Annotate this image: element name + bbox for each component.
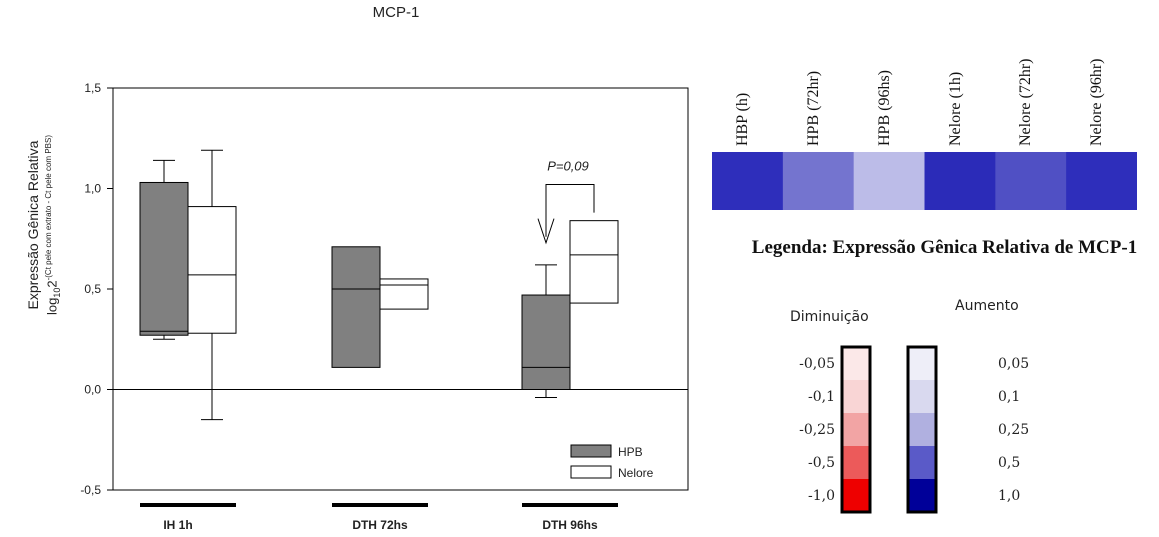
decrease-scale-label: -1,0	[808, 488, 835, 504]
box-nelore	[569, 220, 619, 304]
chart-title: MCP-1	[372, 4, 420, 21]
decrease-label: Diminuição	[790, 309, 869, 325]
box-hpb	[139, 181, 189, 336]
decrease-scale-label: -0,05	[799, 356, 835, 372]
box-hpb	[331, 246, 381, 368]
increase-scale-cell	[908, 347, 936, 380]
decrease-scale-label: -0,25	[799, 422, 835, 438]
decrease-scale-frame	[840, 345, 872, 514]
increase-scale-frame	[906, 345, 938, 514]
increase-scale-label: 0,25	[998, 422, 1030, 438]
box-hpb	[521, 294, 571, 390]
box-plot: -0,5 0,0 0,5 1,0 1,5 IH 1h DTH 72hs DTH 96hs P=0…	[80, 81, 689, 532]
increase-scale-cell	[908, 413, 936, 446]
legend-label: HPB	[618, 445, 643, 459]
decrease-scale-cell	[842, 479, 870, 512]
heatmap-column-label: HPB (96hs)	[875, 69, 893, 146]
y-tick-label: 0,5	[84, 282, 101, 296]
increase-label: Aumento	[955, 298, 1019, 314]
legend-title: Legenda: Expressão Gênica Relativa de MC…	[751, 237, 1138, 258]
legend-label: Nelore	[618, 466, 654, 480]
decrease-scale-label: -0,1	[808, 389, 835, 405]
y-tick-label: 1,0	[84, 182, 101, 196]
heatmap-cell	[782, 152, 855, 210]
decrease-scale-cell	[842, 380, 870, 413]
annotation-text: P=0,09	[547, 158, 589, 173]
increase-scale-label: 0,05	[998, 356, 1030, 372]
color-scales	[840, 345, 938, 514]
heatmap-cell	[853, 152, 925, 210]
legend-swatch	[570, 465, 612, 479]
heatmap-cell	[1066, 152, 1137, 210]
heatmap-column-label: Nelore (72hr)	[1017, 58, 1035, 146]
y-tick-label: 0,0	[84, 383, 101, 397]
x-tick-label: DTH 72hs	[352, 518, 408, 532]
heatmap-column-label: HPB (72hr)	[804, 70, 822, 146]
annotation-arrowhead	[537, 218, 555, 245]
y-tick-label: 1,5	[84, 81, 101, 95]
increase-scale-label: 0,5	[998, 455, 1021, 471]
heatmap-column-label: Nelore (1h)	[946, 71, 964, 146]
increase-scale-label: 1,0	[998, 488, 1021, 504]
increase-scale-cell	[908, 479, 936, 512]
x-tick-label: IH 1h	[163, 518, 192, 532]
legend-swatch	[570, 444, 612, 458]
decrease-scale-cell	[842, 347, 870, 380]
heatmap-strip	[712, 152, 1137, 210]
increase-scale-cell	[908, 446, 936, 479]
decrease-scale-label: -0,5	[808, 455, 835, 471]
y-tick-label: -0,5	[80, 483, 101, 497]
heatmap-cell	[924, 152, 996, 210]
heatmap-column-label: Nelore (96hr)	[1088, 58, 1106, 146]
increase-scale-label: 0,1	[998, 389, 1021, 405]
box-nelore	[187, 206, 237, 334]
box-nelore	[379, 278, 429, 310]
heatmap-column-label: HBP (h)	[734, 92, 751, 146]
increase-scale-cell	[908, 380, 936, 413]
x-tick-label: DTH 96hs	[542, 518, 598, 532]
heatmap-cell	[712, 152, 784, 210]
annotation-bracket	[545, 183, 595, 213]
decrease-scale-cell	[842, 413, 870, 446]
heatmap-cell	[995, 152, 1067, 210]
decrease-scale-cell	[842, 446, 870, 479]
